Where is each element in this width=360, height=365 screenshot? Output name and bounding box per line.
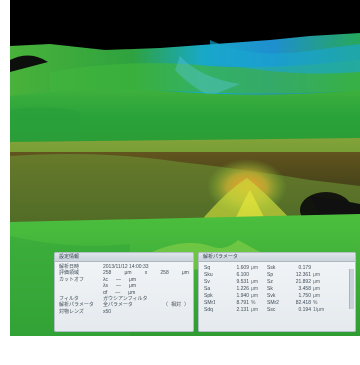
setting-unit: μm xyxy=(129,276,137,283)
setting-value: — xyxy=(116,276,121,283)
param-value: 1.750 xyxy=(298,293,311,299)
param-unit: 1/μm xyxy=(313,307,325,313)
setting-value: 全パラメータ xyxy=(103,302,133,309)
setting-value: — xyxy=(115,289,121,296)
settings-panel-title: 設定情報 xyxy=(55,253,193,262)
settings-info-panel: 設定情報 解析日時 2013/11/12 14:00:33 評価領域 258 μ… xyxy=(54,252,194,332)
param-name: Spk xyxy=(204,293,213,299)
setting-label: 解析パラメータ xyxy=(59,302,94,309)
param-name: Sku xyxy=(204,272,213,278)
setting-symbol: αf xyxy=(103,289,108,296)
param-unit: μm xyxy=(251,265,259,271)
param-name: Ssc xyxy=(267,307,276,313)
param-value: 2.131 xyxy=(236,307,249,313)
setting-times: x xyxy=(144,270,148,277)
setting-value: — xyxy=(116,283,121,290)
param-value: 21.892 xyxy=(295,279,311,285)
param-unit: μm xyxy=(313,293,321,299)
param-name: SMr1 xyxy=(204,300,215,306)
setting-mode: 相対 xyxy=(170,302,181,309)
settings-row-params: 解析パラメータ 全パラメータ （ 相対 ） xyxy=(59,302,189,308)
param-value: 82.418 xyxy=(295,300,311,306)
param-value: 1.226 xyxy=(236,286,249,292)
mid-surface xyxy=(10,89,360,152)
setting-value: 258 xyxy=(160,270,169,277)
param-unit: μm xyxy=(251,307,259,313)
setting-unit: μm xyxy=(124,270,132,277)
settings-row-cutoff-ls: λs — μm xyxy=(59,283,189,289)
setting-label: 対物レンズ xyxy=(59,308,84,315)
param-value: 1.609 xyxy=(236,265,249,271)
param-name: Sp xyxy=(267,272,274,278)
params-grid: Sq 1.609 μm Ssk 0.179 Sku 6.100 Sp 12.361 μm Sv 9.5… xyxy=(199,262,355,314)
param-value: 1.940 xyxy=(236,293,249,299)
settings-row-filter: フィルタ ガウシアンフィルタ xyxy=(59,296,189,302)
setting-unit: μm xyxy=(181,270,189,277)
param-unit: % xyxy=(251,300,256,306)
3d-surface-view[interactable] xyxy=(10,0,360,336)
setting-unit: μm xyxy=(128,289,136,296)
param-name: Ssk xyxy=(267,265,276,271)
settings-row-date: 解析日時 2013/11/12 14:00:33 xyxy=(59,264,189,270)
setting-symbol: λc xyxy=(103,276,108,283)
param-name: Sv xyxy=(204,279,210,285)
param-name: Sq xyxy=(204,265,211,271)
setting-label: カットオフ xyxy=(59,276,85,283)
setting-label: フィルタ xyxy=(59,295,79,302)
param-value: 12.361 xyxy=(295,272,311,278)
param-value: 3.458 xyxy=(298,286,311,292)
param-value: 0.179 xyxy=(298,265,311,271)
param-value: 0.194 xyxy=(298,307,311,313)
param-value: 6.100 xyxy=(236,272,249,278)
param-value: 9.531 xyxy=(236,279,249,285)
param-unit xyxy=(251,272,265,279)
param-unit: μm xyxy=(251,286,259,292)
param-name: Sz xyxy=(267,279,273,285)
param-value: 8.791 xyxy=(236,300,249,306)
analysis-params-panel: 解析パラメータ Sq 1.609 μm Ssk 0.179 Sku 6.100 Sp 12.36… xyxy=(198,252,356,332)
param-unit: μm xyxy=(313,279,321,285)
param-name: Sdq xyxy=(204,307,213,313)
param-unit xyxy=(313,265,335,272)
setting-value: x50 xyxy=(103,308,112,315)
param-name: Sk xyxy=(267,286,273,292)
setting-value: ガウシアンフィルタ xyxy=(103,295,148,302)
param-unit: μm xyxy=(251,293,259,299)
settings-row-cutoff-lc: カットオフ λc — μm xyxy=(59,277,189,283)
param-unit: % xyxy=(313,300,318,306)
panel-side-tab[interactable] xyxy=(349,269,354,309)
params-panel-title: 解析パラメータ xyxy=(199,253,355,262)
settings-row-cutoff-af: αf — μm xyxy=(59,290,189,296)
param-name: Sa xyxy=(204,286,211,292)
param-unit: μm xyxy=(313,286,321,292)
settings-row-area: 評価領域 258 μm x 258 μm xyxy=(59,270,189,276)
param-unit: μm xyxy=(251,279,259,285)
setting-symbol: λs xyxy=(103,283,108,290)
setting-label: 解析日時 xyxy=(59,264,80,270)
param-unit: μm xyxy=(313,272,321,278)
settings-row-lens: 対物レンズ x50 xyxy=(59,309,189,315)
param-name: Svk xyxy=(267,293,276,299)
setting-value: 2013/11/12 14:00:33 xyxy=(103,264,149,270)
param-name: SMr2 xyxy=(267,300,279,306)
setting-value: 258 xyxy=(103,270,112,277)
surface-render xyxy=(10,0,360,336)
setting-unit: μm xyxy=(129,283,137,290)
setting-label: 評価領域 xyxy=(59,270,80,277)
setting-paren-close: ） xyxy=(183,302,189,309)
setting-paren-open: （ xyxy=(162,302,168,309)
